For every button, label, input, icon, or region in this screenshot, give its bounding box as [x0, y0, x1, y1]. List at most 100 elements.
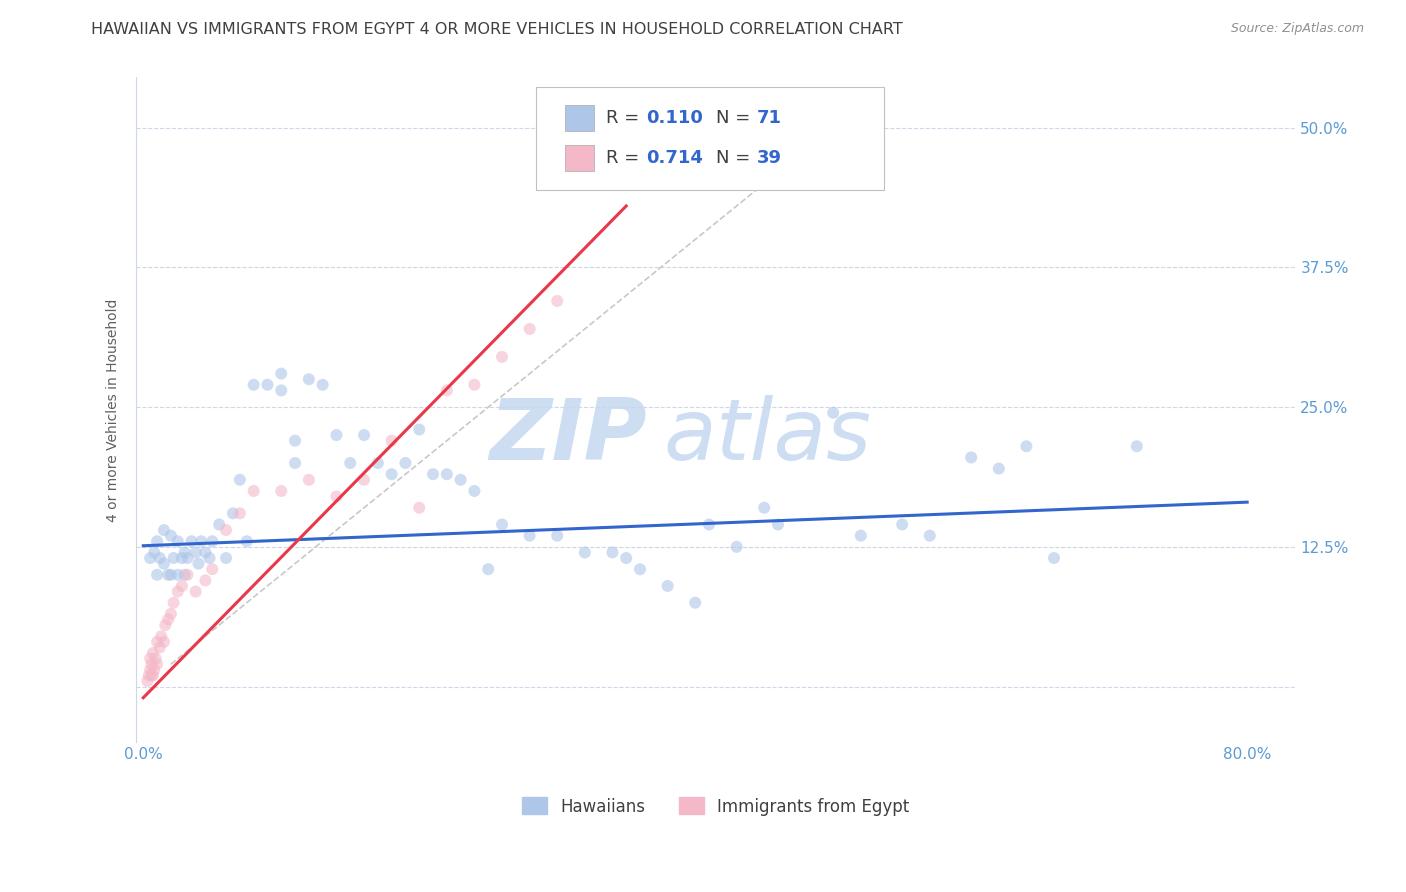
Point: [146, 534, 169, 549]
Point: [256, 377, 278, 392]
Point: [381, 434, 404, 448]
Point: [166, 584, 188, 599]
Point: [162, 551, 184, 566]
Point: [339, 456, 361, 470]
Point: [153, 635, 176, 649]
Text: 0.110: 0.110: [647, 109, 703, 127]
Point: [160, 607, 183, 621]
Text: R =: R =: [606, 149, 645, 167]
Point: [614, 551, 637, 566]
Legend: Hawaiians, Immigrants from Egypt: Hawaiians, Immigrants from Egypt: [516, 790, 917, 822]
Point: [408, 422, 430, 436]
Point: [208, 517, 231, 532]
Point: [270, 483, 292, 498]
Point: [519, 322, 541, 336]
Point: [235, 534, 257, 549]
Point: [166, 534, 188, 549]
Point: [155, 618, 177, 632]
Point: [657, 579, 679, 593]
Point: [436, 384, 458, 398]
Point: [987, 461, 1010, 475]
Point: [477, 562, 499, 576]
Text: Source: ZipAtlas.com: Source: ZipAtlas.com: [1230, 22, 1364, 36]
Point: [463, 483, 485, 498]
Point: [270, 384, 292, 398]
Point: [149, 551, 172, 566]
Point: [176, 567, 198, 582]
Text: ZIP: ZIP: [489, 395, 647, 478]
Text: HAWAIIAN VS IMMIGRANTS FROM EGYPT 4 OR MORE VEHICLES IN HOUSEHOLD CORRELATION CH: HAWAIIAN VS IMMIGRANTS FROM EGYPT 4 OR M…: [91, 22, 903, 37]
Point: [190, 534, 212, 549]
Point: [150, 629, 173, 643]
Point: [849, 529, 872, 543]
Point: [463, 377, 485, 392]
Point: [160, 567, 183, 582]
Point: [325, 428, 347, 442]
Point: [284, 434, 307, 448]
Point: [823, 406, 845, 420]
Point: [1043, 551, 1066, 566]
Point: [284, 456, 307, 470]
Point: [170, 551, 193, 566]
Point: [436, 467, 458, 482]
Point: [170, 579, 193, 593]
Point: [194, 574, 217, 588]
Point: [201, 534, 224, 549]
Text: N =: N =: [716, 149, 756, 167]
Point: [381, 467, 404, 482]
Point: [222, 506, 245, 520]
Point: [184, 545, 207, 559]
Text: R =: R =: [606, 109, 645, 127]
Point: [146, 567, 169, 582]
Point: [725, 540, 748, 554]
FancyBboxPatch shape: [536, 87, 884, 191]
Point: [160, 529, 183, 543]
Y-axis label: 4 or more Vehicles in Household: 4 or more Vehicles in Household: [107, 298, 121, 522]
Point: [602, 545, 624, 559]
Point: [491, 517, 513, 532]
Point: [367, 456, 389, 470]
Point: [960, 450, 983, 465]
Point: [450, 473, 472, 487]
Point: [139, 651, 162, 665]
Point: [697, 517, 720, 532]
Point: [146, 635, 169, 649]
Point: [146, 657, 169, 672]
Point: [242, 377, 264, 392]
Point: [311, 377, 333, 392]
Point: [198, 551, 221, 566]
Point: [162, 596, 184, 610]
Point: [325, 490, 347, 504]
Point: [173, 567, 195, 582]
Point: [139, 551, 162, 566]
Text: 0.714: 0.714: [647, 149, 703, 167]
Point: [394, 456, 416, 470]
Point: [139, 663, 162, 677]
Point: [408, 500, 430, 515]
Point: [1126, 439, 1149, 453]
Point: [574, 545, 596, 559]
Point: [298, 372, 321, 386]
Point: [891, 517, 914, 532]
Point: [628, 562, 651, 576]
Point: [766, 517, 789, 532]
Point: [173, 545, 195, 559]
Point: [184, 584, 207, 599]
Point: [229, 473, 252, 487]
Text: N =: N =: [716, 109, 756, 127]
Point: [142, 646, 165, 660]
Point: [422, 467, 444, 482]
Point: [918, 529, 941, 543]
Point: [353, 428, 375, 442]
Point: [546, 529, 568, 543]
Text: 39: 39: [756, 149, 782, 167]
Point: [157, 613, 180, 627]
Point: [491, 350, 513, 364]
Point: [153, 557, 176, 571]
Point: [166, 567, 188, 582]
FancyBboxPatch shape: [565, 105, 595, 130]
Point: [143, 663, 166, 677]
Point: [136, 673, 159, 688]
Point: [546, 293, 568, 308]
Point: [298, 473, 321, 487]
